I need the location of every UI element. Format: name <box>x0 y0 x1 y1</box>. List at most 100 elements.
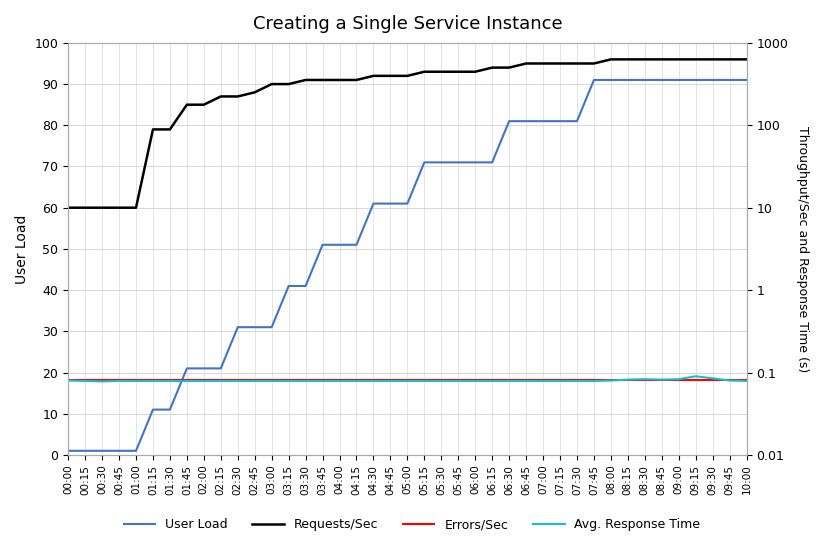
Errors/Sec <box>708 377 718 384</box>
Avg. Response Time <box>708 375 718 381</box>
Avg. Response Time <box>131 378 141 384</box>
User Load <box>419 159 429 165</box>
Avg. Response Time <box>63 377 73 384</box>
Errors/Sec <box>301 377 311 384</box>
Avg. Response Time <box>606 377 616 384</box>
Avg. Response Time <box>538 378 548 384</box>
User Load <box>657 77 667 83</box>
Errors/Sec <box>165 377 175 384</box>
Errors/Sec <box>555 377 565 384</box>
Errors/Sec <box>419 377 429 384</box>
Requests/Sec <box>335 77 344 83</box>
Errors/Sec <box>589 377 599 384</box>
Errors/Sec <box>267 377 277 384</box>
Requests/Sec <box>742 56 751 62</box>
User Load <box>131 448 141 454</box>
Avg. Response Time <box>335 378 344 384</box>
Errors/Sec <box>606 377 616 384</box>
User Load <box>691 77 700 83</box>
Errors/Sec <box>572 377 582 384</box>
User Load <box>521 118 531 124</box>
Requests/Sec <box>538 60 548 67</box>
Errors/Sec <box>724 377 734 384</box>
Avg. Response Time <box>437 378 447 384</box>
Avg. Response Time <box>283 378 293 384</box>
Errors/Sec <box>674 377 684 384</box>
Avg. Response Time <box>453 378 463 384</box>
User Load <box>453 159 463 165</box>
Avg. Response Time <box>724 377 734 384</box>
Title: Creating a Single Service Instance: Creating a Single Service Instance <box>252 15 562 33</box>
Requests/Sec <box>317 77 327 83</box>
Requests/Sec <box>471 68 480 75</box>
Avg. Response Time <box>216 378 226 384</box>
Errors/Sec <box>521 377 531 384</box>
Requests/Sec <box>437 68 447 75</box>
Errors/Sec <box>335 377 344 384</box>
Errors/Sec <box>199 377 208 384</box>
User Load <box>708 77 718 83</box>
Requests/Sec <box>521 60 531 67</box>
Avg. Response Time <box>182 378 192 384</box>
Requests/Sec <box>80 204 90 211</box>
Errors/Sec <box>97 377 107 384</box>
Requests/Sec <box>504 64 514 71</box>
Requests/Sec <box>165 126 175 133</box>
Avg. Response Time <box>572 378 582 384</box>
Requests/Sec <box>589 60 599 67</box>
Legend: User Load, Requests/Sec, Errors/Sec, Avg. Response Time: User Load, Requests/Sec, Errors/Sec, Avg… <box>119 513 705 536</box>
Requests/Sec <box>386 72 396 79</box>
Errors/Sec <box>623 377 633 384</box>
Avg. Response Time <box>742 378 751 384</box>
Requests/Sec <box>301 77 311 83</box>
User Load <box>724 77 734 83</box>
Requests/Sec <box>114 204 124 211</box>
Requests/Sec <box>148 126 158 133</box>
Y-axis label: Throughput/Sec and Response Time (s): Throughput/Sec and Response Time (s) <box>796 126 809 372</box>
Errors/Sec <box>317 377 327 384</box>
Errors/Sec <box>402 377 412 384</box>
Errors/Sec <box>114 377 124 384</box>
User Load <box>301 283 311 289</box>
Requests/Sec <box>250 89 260 95</box>
Requests/Sec <box>402 72 412 79</box>
Errors/Sec <box>742 377 751 384</box>
Errors/Sec <box>640 377 650 384</box>
Avg. Response Time <box>233 378 243 384</box>
Errors/Sec <box>386 377 396 384</box>
User Load <box>317 242 327 248</box>
Avg. Response Time <box>657 376 667 383</box>
User Load <box>623 77 633 83</box>
User Load <box>97 448 107 454</box>
Requests/Sec <box>199 101 208 108</box>
Avg. Response Time <box>419 378 429 384</box>
User Load <box>267 324 277 330</box>
User Load <box>80 448 90 454</box>
Requests/Sec <box>63 204 73 211</box>
Requests/Sec <box>724 56 734 62</box>
User Load <box>742 77 751 83</box>
User Load <box>352 242 362 248</box>
Avg. Response Time <box>267 378 277 384</box>
User Load <box>233 324 243 330</box>
Requests/Sec <box>267 81 277 87</box>
Requests/Sec <box>640 56 650 62</box>
User Load <box>538 118 548 124</box>
Errors/Sec <box>471 377 480 384</box>
Avg. Response Time <box>317 378 327 384</box>
Requests/Sec <box>487 64 497 71</box>
Errors/Sec <box>504 377 514 384</box>
Avg. Response Time <box>691 373 700 380</box>
Avg. Response Time <box>504 378 514 384</box>
Avg. Response Time <box>471 378 480 384</box>
Errors/Sec <box>63 377 73 384</box>
User Load <box>165 406 175 413</box>
Requests/Sec <box>691 56 700 62</box>
Requests/Sec <box>352 77 362 83</box>
User Load <box>250 324 260 330</box>
Errors/Sec <box>352 377 362 384</box>
Avg. Response Time <box>250 378 260 384</box>
Requests/Sec <box>283 81 293 87</box>
Errors/Sec <box>368 377 378 384</box>
User Load <box>589 77 599 83</box>
